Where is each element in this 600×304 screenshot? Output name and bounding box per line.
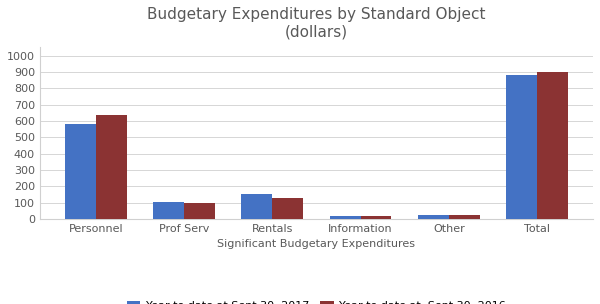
Bar [449, 215, 479, 219]
Legend: Year to date at Sept 30, 2017, Year to date at  Sept 30, 2016: Year to date at Sept 30, 2017, Year to d… [122, 296, 511, 304]
Bar [272, 198, 303, 219]
Bar [418, 215, 449, 219]
Bar [96, 115, 127, 219]
Bar [506, 75, 537, 219]
Bar [537, 72, 568, 219]
Bar [65, 124, 96, 219]
Title: Budgetary Expenditures by Standard Object
(dollars): Budgetary Expenditures by Standard Objec… [147, 7, 485, 39]
Bar [361, 216, 391, 219]
Bar [241, 194, 272, 219]
Bar [329, 216, 361, 219]
X-axis label: Significant Budgetary Expenditures: Significant Budgetary Expenditures [217, 239, 415, 249]
Bar [184, 203, 215, 219]
Bar [153, 202, 184, 219]
